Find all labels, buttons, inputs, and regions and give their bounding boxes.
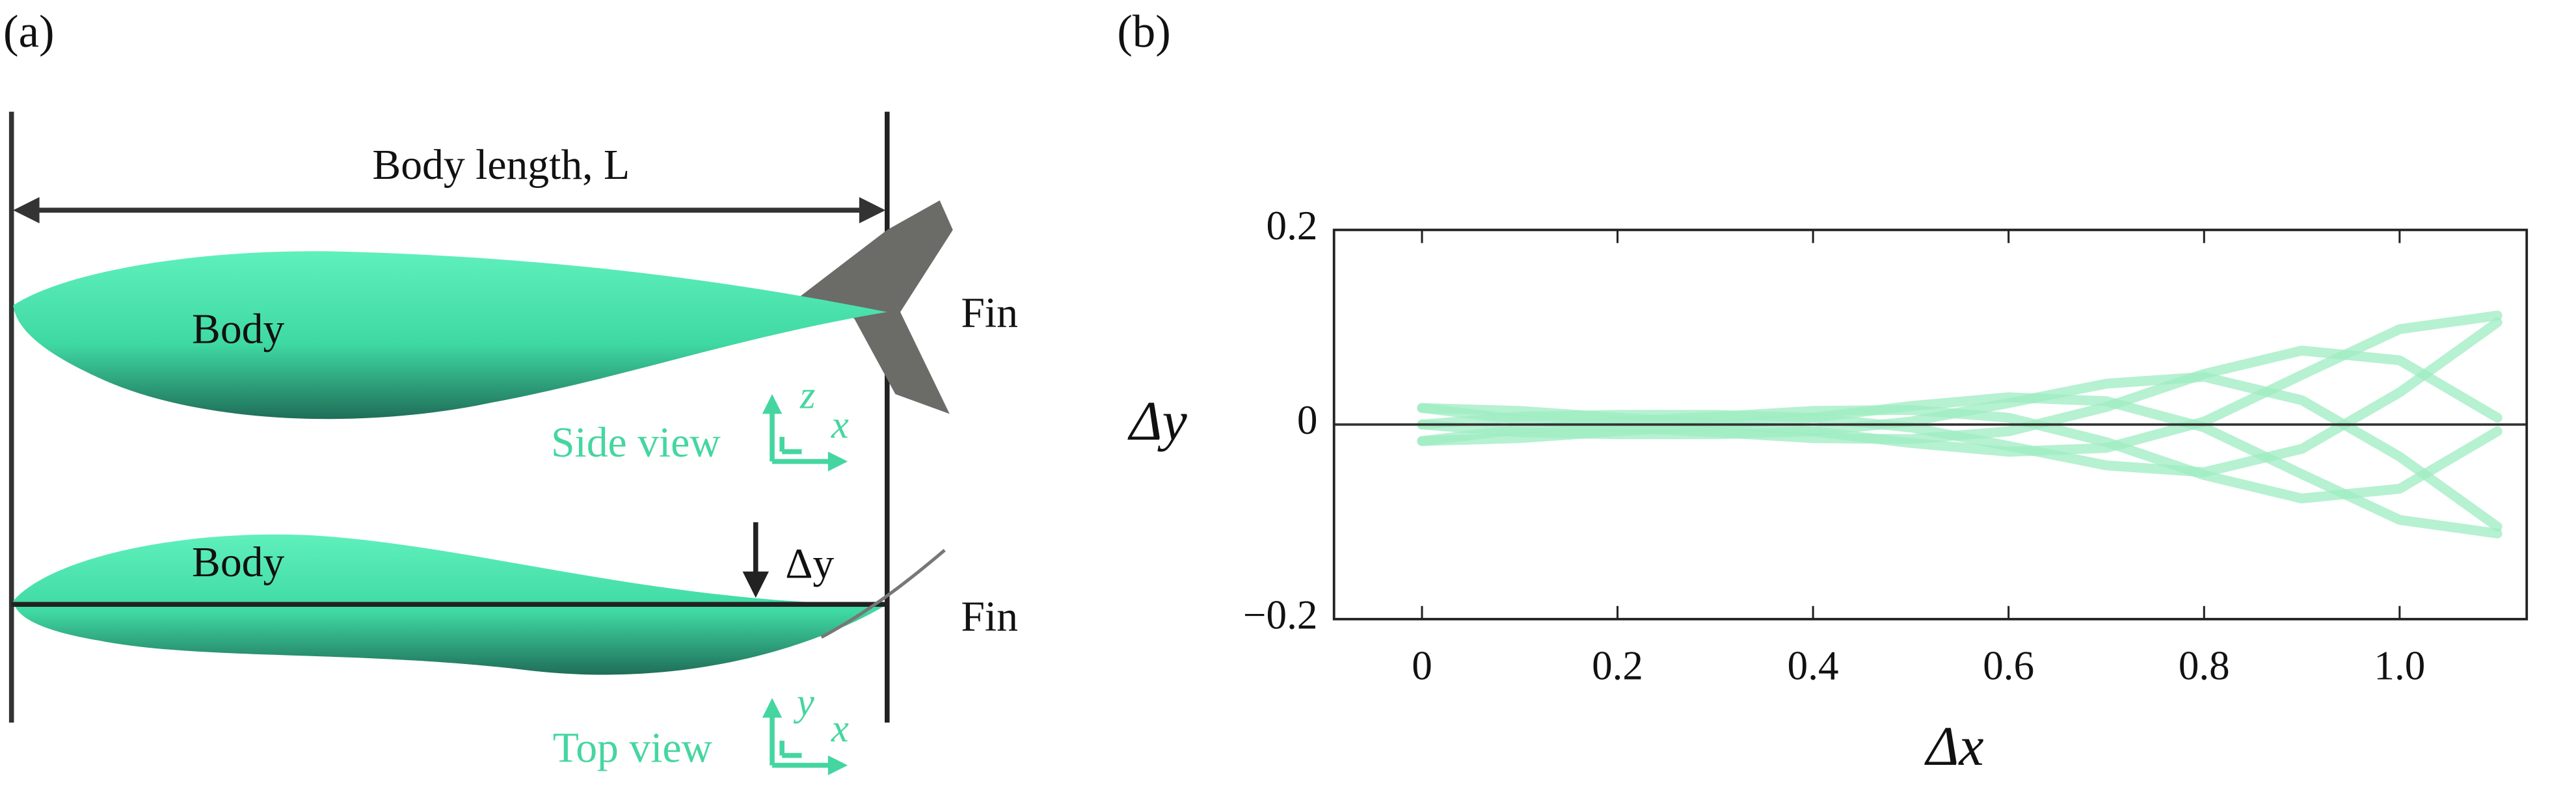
panel-label: (a) bbox=[3, 7, 54, 57]
fin-label: Fin bbox=[961, 289, 1018, 336]
fin bbox=[796, 200, 953, 414]
axis-label: y bbox=[793, 681, 814, 725]
x-tick-label: 0 bbox=[1412, 643, 1432, 689]
midline-trace bbox=[1417, 310, 2502, 457]
y-tick-label: 0 bbox=[1297, 397, 1318, 443]
x-tick-label: 0.2 bbox=[1592, 643, 1643, 689]
view-label: Side view bbox=[551, 419, 721, 466]
x-axis-label: Δx bbox=[1924, 715, 1984, 777]
plot-frame bbox=[1332, 228, 2529, 620]
axis-label: x bbox=[831, 403, 849, 447]
y-axis-label: Δy bbox=[1127, 390, 1187, 452]
axes-icon bbox=[762, 698, 848, 775]
length-label: Body length, L bbox=[372, 141, 630, 189]
fin-label: Fin bbox=[961, 593, 1018, 641]
x-tick-label: 0.8 bbox=[2179, 643, 2230, 689]
offset-label: Δy bbox=[785, 540, 834, 588]
view-label: Top view bbox=[553, 725, 713, 772]
body-label: Body bbox=[192, 306, 284, 353]
arrow-head bbox=[742, 571, 769, 598]
midline-trace bbox=[1417, 345, 2502, 444]
axis-label: x bbox=[831, 707, 849, 751]
x-tick-label: 1.0 bbox=[2374, 643, 2425, 689]
panel-label: (b) bbox=[1117, 7, 1170, 57]
body-label: Body bbox=[192, 539, 284, 586]
fish-side bbox=[13, 251, 887, 419]
y-tick-label: −0.2 bbox=[1243, 592, 1318, 637]
x-tick-label: 0.4 bbox=[1788, 643, 1839, 689]
x-tick-label: 0.6 bbox=[1983, 643, 2034, 689]
y-tick-label: 0.2 bbox=[1267, 203, 1318, 248]
midline-trace bbox=[1417, 371, 2502, 532]
fin-outline bbox=[820, 548, 946, 639]
axes-icon bbox=[762, 394, 848, 472]
axis-label: z bbox=[799, 374, 816, 418]
